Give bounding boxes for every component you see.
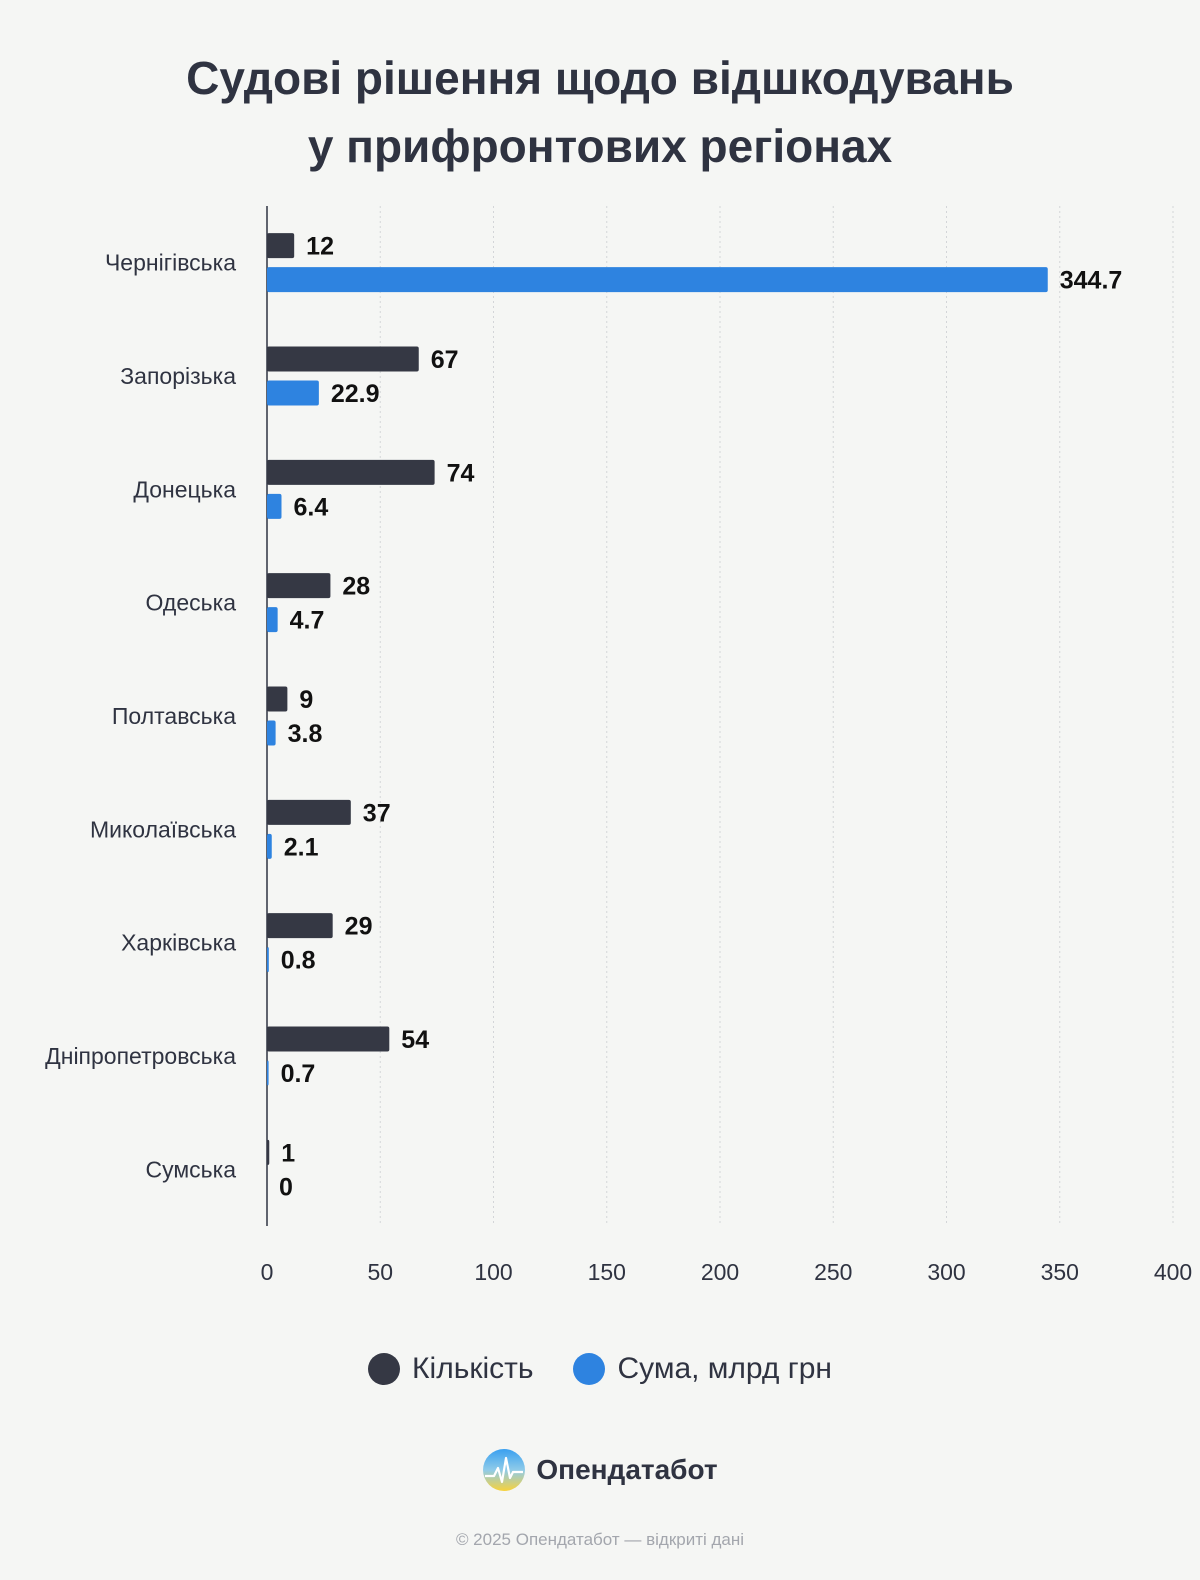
data-label-sum: 344.7 <box>1060 267 1123 295</box>
legend-label-sum: Сума, млрд грн <box>617 1352 832 1385</box>
bar-sum <box>267 833 272 859</box>
bar-count <box>267 1026 390 1052</box>
data-label-count: 12 <box>306 233 334 261</box>
opendatabot-logo-icon <box>483 1449 526 1491</box>
legend-swatch-sum <box>573 1353 606 1385</box>
x-tick-label: 200 <box>701 1259 739 1285</box>
x-tick-label: 350 <box>1041 1259 1079 1285</box>
data-label-sum: 0 <box>279 1173 293 1201</box>
bar-sum <box>267 947 269 973</box>
data-label-count: 1 <box>281 1139 295 1167</box>
bar-sum <box>267 493 282 519</box>
data-label-sum: 4.7 <box>290 607 325 635</box>
category-label: Сумська <box>145 1156 236 1182</box>
bar-count <box>267 913 333 939</box>
bar-count <box>267 1139 270 1165</box>
bar-count <box>267 233 295 259</box>
x-tick-label: 400 <box>1154 1259 1192 1285</box>
x-tick-label: 100 <box>474 1259 512 1285</box>
data-label-count: 67 <box>431 346 459 374</box>
bar-sum <box>267 267 1048 293</box>
data-label-count: 9 <box>299 686 313 714</box>
bar-count <box>267 459 435 485</box>
bar-chart: 0 50 100 150 200 250 300 350 400 Чернігівська 12 34… <box>45 206 1192 1285</box>
bar-sum <box>267 380 319 406</box>
x-tick-label: 0 <box>261 1259 274 1285</box>
bar-count <box>267 799 351 825</box>
chart-legend: Кількість Сума, млрд грн <box>0 1352 1200 1386</box>
category-label: Дніпропетровська <box>45 1043 236 1069</box>
category-label: Одеська <box>146 590 237 616</box>
category-label: Запорізька <box>120 363 236 389</box>
x-tick-label: 150 <box>588 1259 626 1285</box>
chart-title: Судові рішення щодо відшкодувань у прифр… <box>0 44 1200 180</box>
brand-name: Опендатабот <box>536 1454 718 1485</box>
category-label: Миколаївська <box>90 816 236 842</box>
legend-item-count[interactable]: Кількість <box>368 1352 533 1386</box>
legend-item-sum[interactable]: Сума, млрд грн <box>573 1352 832 1386</box>
x-tick-label: 300 <box>927 1259 965 1285</box>
data-label-sum: 3.8 <box>288 720 323 748</box>
legend-swatch-count <box>368 1353 401 1385</box>
x-tick-label: 250 <box>814 1259 852 1285</box>
data-label-sum: 0.7 <box>281 1060 316 1088</box>
bar-sum <box>267 607 278 633</box>
brand[interactable]: Опендатабот <box>0 1448 1200 1492</box>
chart-title-line-2: у прифронтових регіонах <box>307 120 893 172</box>
data-label-sum: 0.8 <box>281 947 316 975</box>
bar-count <box>267 573 331 599</box>
category-label: Чернігівська <box>105 250 236 276</box>
legend-label-count: Кількість <box>412 1352 534 1385</box>
data-label-sum: 2.1 <box>284 833 319 861</box>
category-label: Полтавська <box>112 703 236 729</box>
data-label-count: 29 <box>345 913 373 941</box>
x-tick-label: 50 <box>367 1259 393 1285</box>
data-label-count: 54 <box>401 1026 429 1054</box>
bar-count <box>267 346 419 372</box>
bar-count <box>267 686 288 712</box>
footer-text: © 2025 Опендатабот — відкриті дані <box>455 1530 745 1549</box>
bar-sum <box>267 1060 269 1086</box>
data-label-count: 74 <box>447 459 475 487</box>
data-label-count: 28 <box>342 573 370 601</box>
bar-sum <box>267 720 276 746</box>
category-label: Харківська <box>121 930 236 956</box>
data-label-sum: 22.9 <box>331 380 380 408</box>
category-label: Донецька <box>133 476 236 502</box>
data-label-count: 37 <box>363 799 391 827</box>
chart-title-line-1: Судові рішення щодо відшкодувань <box>186 52 1014 104</box>
data-label-sum: 6.4 <box>293 493 328 521</box>
